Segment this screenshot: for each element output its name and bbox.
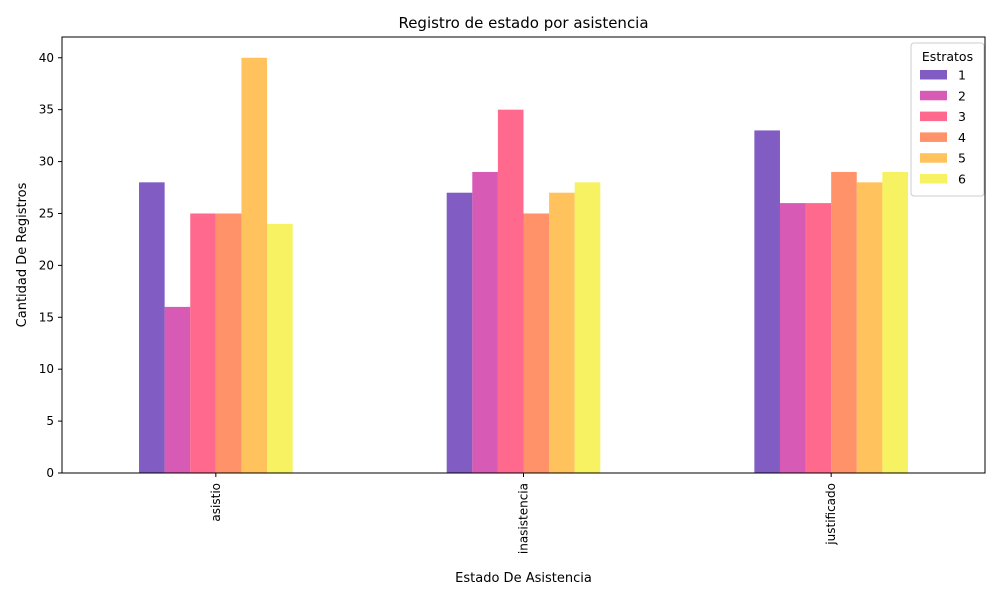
bar-inasistencia-estrato-6 xyxy=(574,182,601,473)
y-axis-title: Cantidad De Registros xyxy=(15,182,30,327)
y-tick-label: 5 xyxy=(46,414,54,428)
y-tick-label: 35 xyxy=(39,103,54,117)
bar-asistio-estrato-1 xyxy=(139,182,165,473)
bar-inasistencia-estrato-2 xyxy=(472,171,498,473)
y-tick-label: 40 xyxy=(39,51,54,65)
legend-swatch-6 xyxy=(920,174,947,184)
bar-justificado-estrato-4 xyxy=(831,171,857,473)
x-tick-label: inasistencia xyxy=(517,483,531,554)
x-axis-title: Estado De Asistencia xyxy=(455,571,592,586)
legend-label-1: 1 xyxy=(958,68,966,83)
y-tick-label: 30 xyxy=(39,155,54,169)
legend-swatch-4 xyxy=(920,132,947,142)
bar-asistio-estrato-3 xyxy=(190,213,216,474)
legend-swatch-5 xyxy=(920,153,947,163)
x-tick-label: asistio xyxy=(209,483,223,522)
y-tick-label: 0 xyxy=(46,466,54,480)
legend-label-2: 2 xyxy=(958,88,966,103)
bar-asistio-estrato-6 xyxy=(267,223,293,473)
legend-title: Estratos xyxy=(922,49,973,64)
y-tick-label: 15 xyxy=(39,310,54,324)
legend-label-5: 5 xyxy=(958,151,966,166)
legend: Estratos 1 2 3 4 5 6 xyxy=(910,42,985,197)
bar-inasistencia-estrato-1 xyxy=(446,192,473,473)
legend-label-3: 3 xyxy=(958,109,966,124)
bar-asistio-estrato-4 xyxy=(215,213,242,474)
x-tick-label: justificado xyxy=(824,483,838,546)
chart-title: Registro de estado por asistencia xyxy=(398,14,648,32)
legend-label-4: 4 xyxy=(958,130,966,145)
bar-justificado-estrato-6 xyxy=(882,171,908,473)
bar-inasistencia-estrato-5 xyxy=(549,192,575,473)
bar-justificado-estrato-5 xyxy=(856,182,883,473)
bars-layer xyxy=(139,57,908,474)
legend-swatch-3 xyxy=(920,111,947,122)
y-tick-label: 25 xyxy=(39,206,54,220)
bar-inasistencia-estrato-3 xyxy=(497,109,524,474)
bar-inasistencia-estrato-4 xyxy=(523,213,550,474)
legend-items: 1 2 3 4 5 6 xyxy=(920,68,966,187)
bar-justificado-estrato-3 xyxy=(805,203,832,473)
legend-swatch-2 xyxy=(920,90,947,101)
bar-justificado-estrato-2 xyxy=(779,203,806,473)
legend-swatch-1 xyxy=(920,70,947,80)
bar-asistio-estrato-2 xyxy=(164,306,191,473)
bar-asistio-estrato-5 xyxy=(241,57,268,473)
y-tick-label: 10 xyxy=(39,362,54,376)
y-tick-label: 20 xyxy=(39,258,54,272)
legend-label-6: 6 xyxy=(958,172,966,187)
bar-justificado-estrato-1 xyxy=(754,130,780,473)
